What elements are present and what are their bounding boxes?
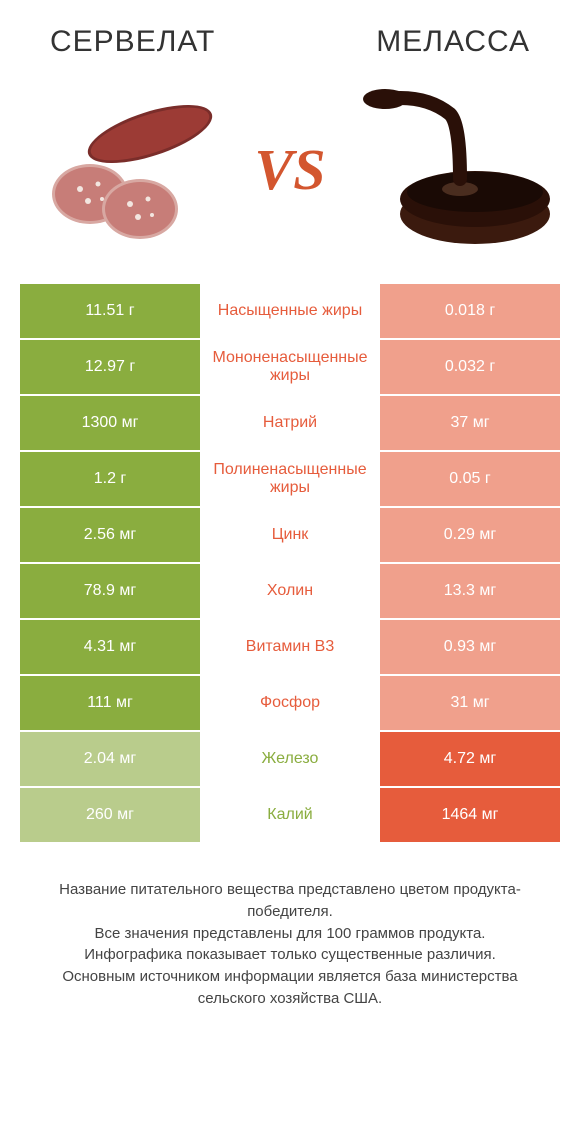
right-value: 0.93 мг (380, 620, 560, 674)
table-row: 111 мгФосфор31 мг (20, 676, 560, 732)
left-value: 11.51 г (20, 284, 200, 338)
nutrient-label: Натрий (200, 396, 380, 450)
right-value: 0.032 г (380, 340, 560, 394)
title-right: МЕЛАССА (376, 25, 530, 59)
images-row: VS (0, 69, 580, 284)
nutrient-label: Витамин B3 (200, 620, 380, 674)
right-value: 0.29 мг (380, 508, 560, 562)
nutrient-label: Мононенасыщенные жиры (200, 340, 380, 394)
table-row: 2.56 мгЦинк0.29 мг (20, 508, 560, 564)
table-row: 2.04 мгЖелезо4.72 мг (20, 732, 560, 788)
right-value: 13.3 мг (380, 564, 560, 618)
table-row: 1300 мгНатрий37 мг (20, 396, 560, 452)
table-row: 260 мгКалий1464 мг (20, 788, 560, 844)
left-value: 12.97 г (20, 340, 200, 394)
left-value: 1.2 г (20, 452, 200, 506)
nutrient-label: Насыщенные жиры (200, 284, 380, 338)
right-value: 37 мг (380, 396, 560, 450)
table-row: 1.2 гПолиненасыщенные жиры0.05 г (20, 452, 560, 508)
left-value: 2.56 мг (20, 508, 200, 562)
product-image-right (355, 84, 555, 254)
table-row: 11.51 гНасыщенные жиры0.018 г (20, 284, 560, 340)
nutrient-label: Фосфор (200, 676, 380, 730)
footer-note: Название питательного вещества представл… (0, 844, 580, 1010)
right-value: 4.72 мг (380, 732, 560, 786)
table-row: 4.31 мгВитамин B30.93 мг (20, 620, 560, 676)
right-value: 1464 мг (380, 788, 560, 842)
footer-text: Название питательного вещества представл… (59, 881, 521, 1007)
right-value: 31 мг (380, 676, 560, 730)
title-left: СЕРВЕЛАТ (50, 25, 215, 59)
nutrient-label: Полиненасыщенные жиры (200, 452, 380, 506)
header: СЕРВЕЛАТ МЕЛАССА (0, 0, 580, 69)
left-value: 111 мг (20, 676, 200, 730)
left-value: 260 мг (20, 788, 200, 842)
left-value: 2.04 мг (20, 732, 200, 786)
product-image-left (25, 84, 225, 254)
right-value: 0.018 г (380, 284, 560, 338)
left-value: 78.9 мг (20, 564, 200, 618)
nutrient-label: Калий (200, 788, 380, 842)
nutrient-label: Холин (200, 564, 380, 618)
nutrient-label: Железо (200, 732, 380, 786)
table-row: 78.9 мгХолин13.3 мг (20, 564, 560, 620)
right-value: 0.05 г (380, 452, 560, 506)
comparison-table: 11.51 гНасыщенные жиры0.018 г12.97 гМоно… (20, 284, 560, 844)
vs-badge: VS (255, 136, 326, 203)
left-value: 4.31 мг (20, 620, 200, 674)
table-row: 12.97 гМононенасыщенные жиры0.032 г (20, 340, 560, 396)
left-value: 1300 мг (20, 396, 200, 450)
nutrient-label: Цинк (200, 508, 380, 562)
